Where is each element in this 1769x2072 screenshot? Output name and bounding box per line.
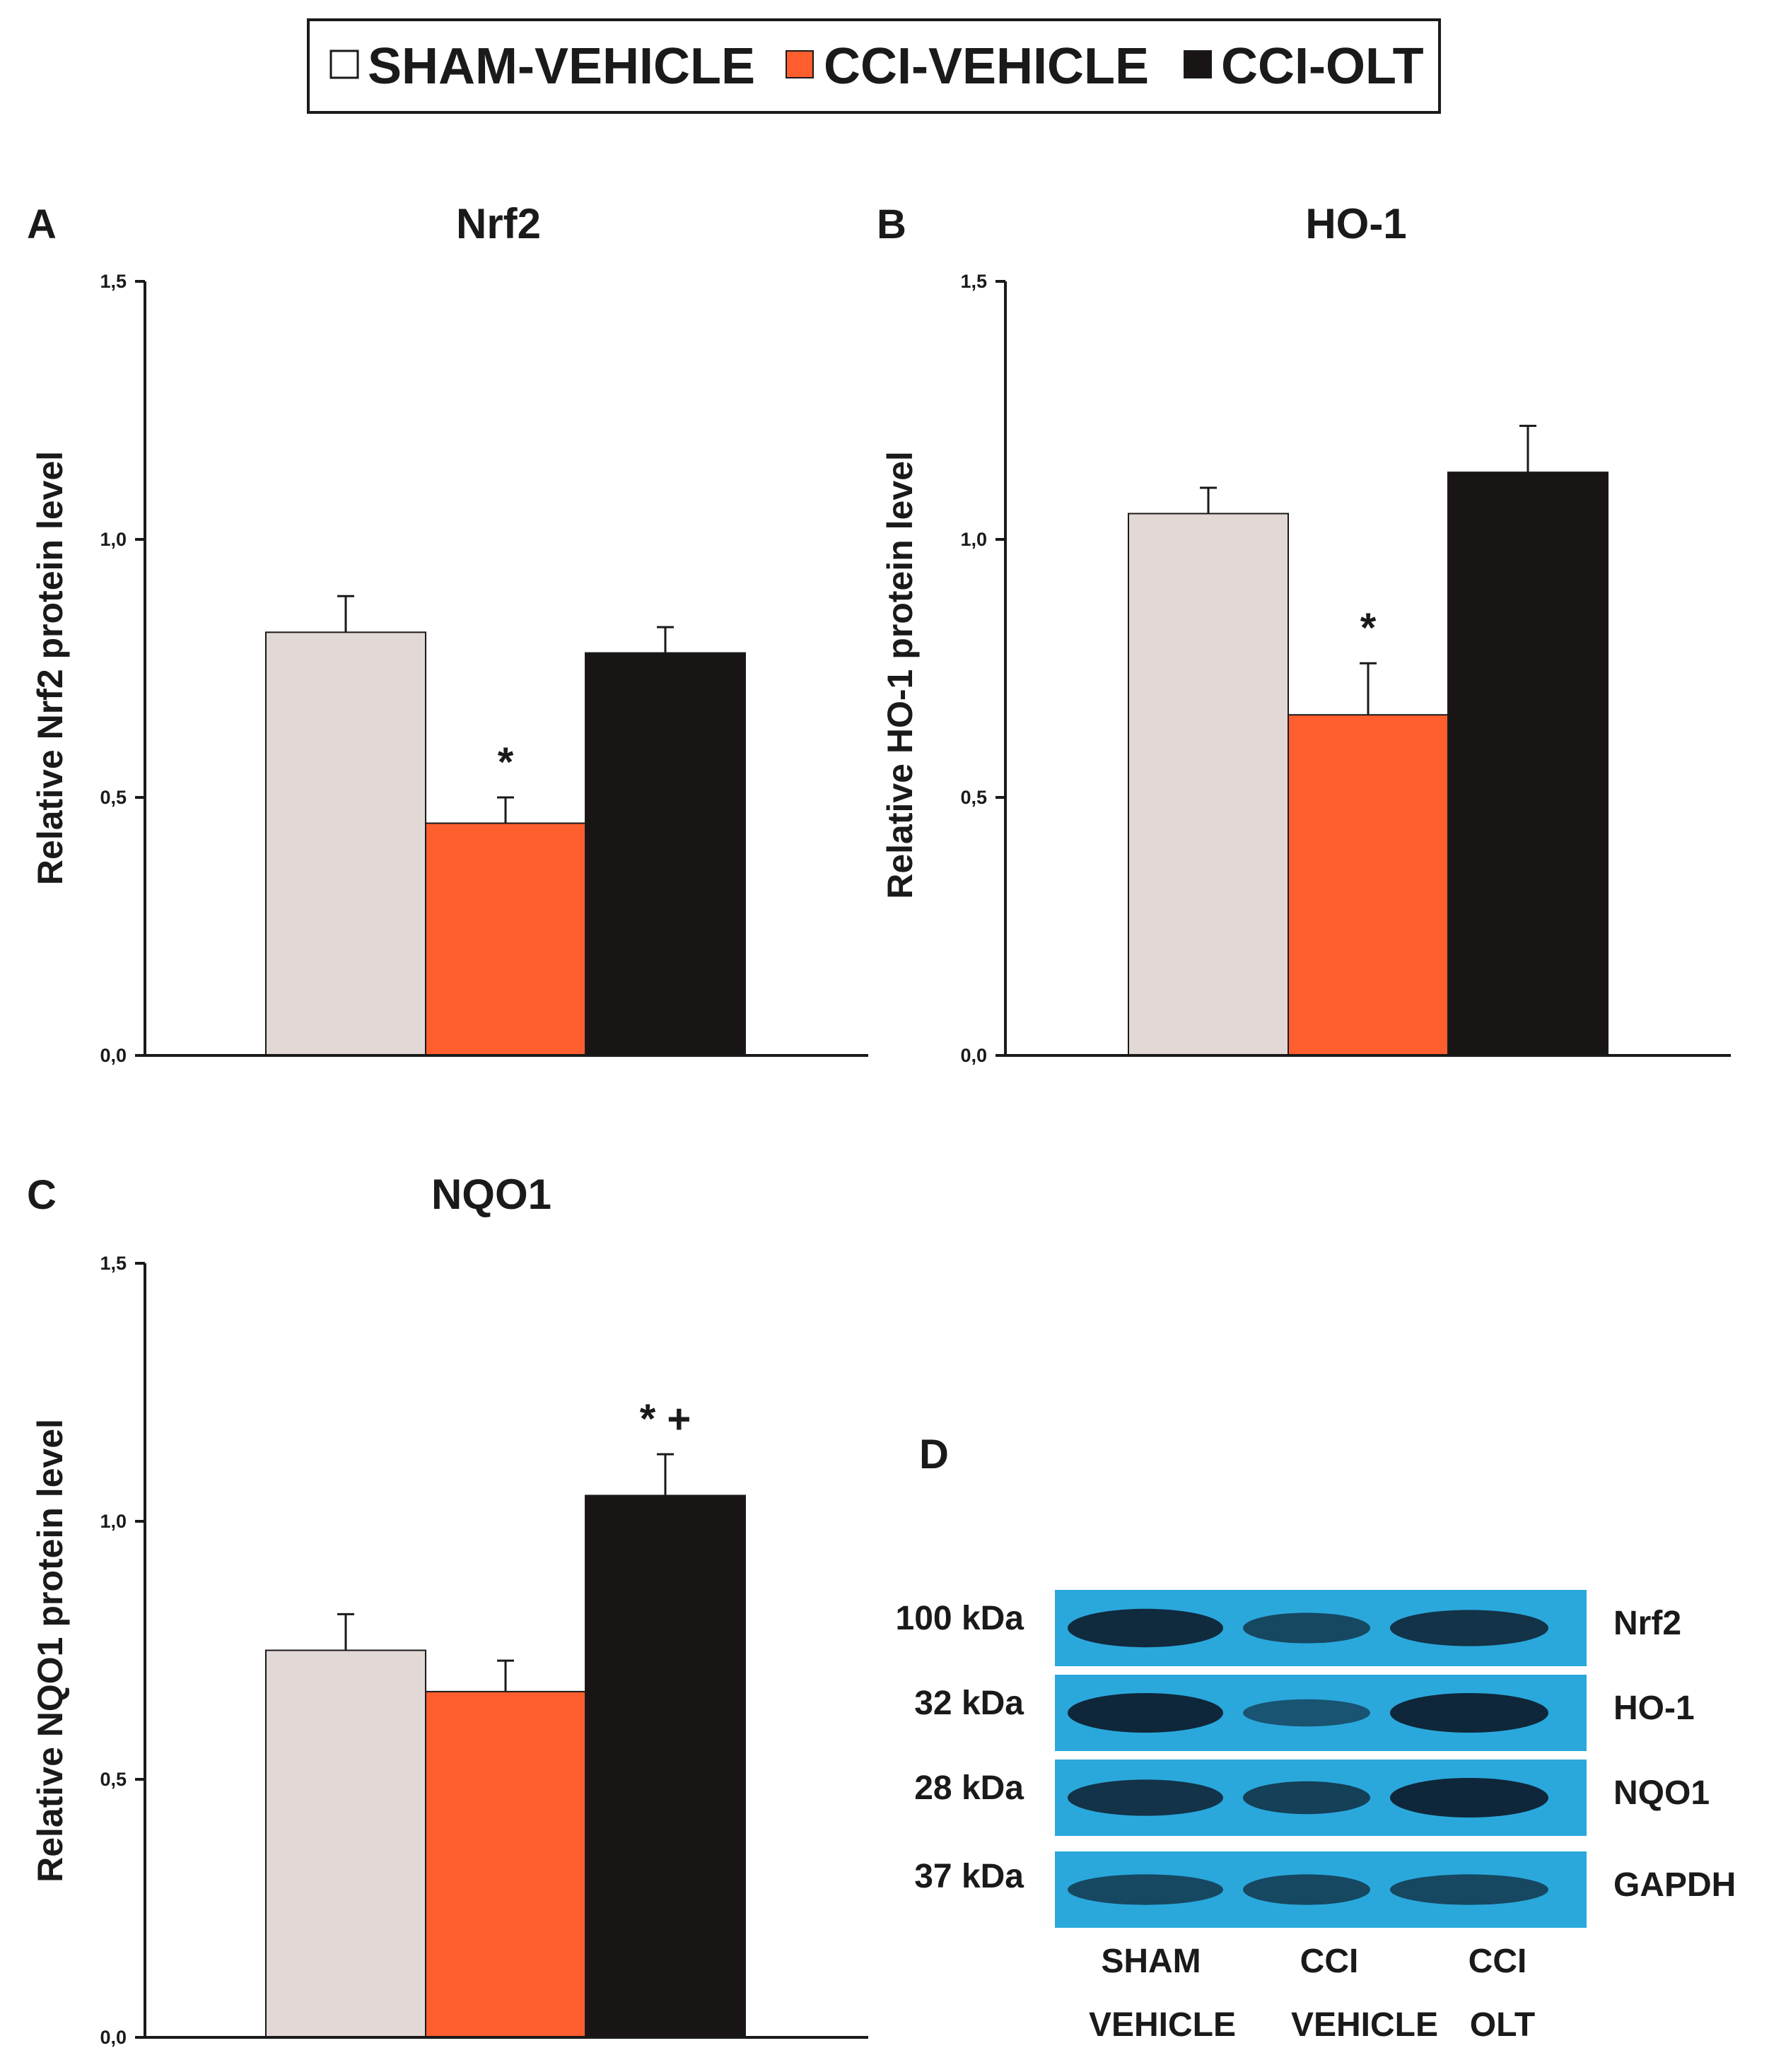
blot-band-nqo1-lane-2 — [1243, 1781, 1370, 1815]
bar-ho-1-cci-olt — [1447, 472, 1609, 1056]
blot-band-ho-1-lane-3 — [1390, 1693, 1548, 1733]
y-tick-label-ho-1-0: 0,0 — [960, 1045, 987, 1066]
blot-kda-label-nrf2: 100 kDa — [896, 1600, 1024, 1637]
blot-band-gapdh-lane-1 — [1068, 1874, 1223, 1905]
blot-protein-label-nqo1: NQO1 — [1613, 1774, 1710, 1812]
y-tick-label-nqo1-1: 0,5 — [100, 1769, 127, 1790]
significance-marker-nqo1-cci-olt: * + — [640, 1396, 691, 1442]
chart-title-nqo1: NQO1 — [431, 1171, 551, 1218]
blot-band-ho-1-lane-1 — [1068, 1693, 1223, 1733]
blot-protein-label-ho-1: HO-1 — [1613, 1690, 1695, 1727]
blot-band-nqo1-lane-3 — [1390, 1778, 1548, 1818]
blot-band-nrf2-lane-3 — [1390, 1610, 1548, 1646]
legend: SHAM-VEHICLE CCI-VEHICLE CCI-OLT — [307, 18, 1441, 114]
significance-marker-ho-1-cci-vehicle: * — [1360, 605, 1377, 651]
chart-panel-a: A Nrf2 Relative Nrf2 protein level * 0,0 0… — [27, 200, 868, 1066]
western-blot-panel: D 100 kDa Nrf2 32 kDa HO-1 28 kDa NQO1 37 kDa G… — [896, 1432, 1736, 2044]
panel-letter-d: D — [919, 1432, 949, 1477]
blot-band-nrf2-lane-1 — [1068, 1608, 1223, 1648]
blot-lane-label-3-line1: CCI — [1469, 1943, 1527, 1980]
significance-marker-nrf2-cci-vehicle: * — [498, 739, 514, 785]
y-tick-label-nrf2-0: 0,0 — [100, 1045, 127, 1066]
bar-nrf2-cci-olt — [585, 652, 746, 1056]
bar-nrf2-cci-vehicle — [425, 822, 586, 1056]
panel-letter-b: B — [877, 201, 906, 247]
blot-band-nrf2-lane-2 — [1243, 1612, 1370, 1644]
blot-lane-label-2-line1: CCI — [1300, 1943, 1359, 1980]
chart-panel-c: C NQO1 Relative NQO1 protein level * + 0,… — [27, 1171, 868, 2048]
blot-lane-label-1-line2: VEHICLE — [1089, 2006, 1236, 2044]
blot-kda-label-ho-1: 32 kDa — [914, 1685, 1024, 1722]
panel-letter-a: A — [27, 201, 57, 247]
y-tick-label-nrf2-3: 1,5 — [100, 271, 127, 292]
legend-label-cci-olt: CCI-OLT — [1221, 38, 1424, 95]
blot-protein-label-nrf2: Nrf2 — [1613, 1605, 1681, 1642]
chart-title-ho-1: HO-1 — [1305, 200, 1406, 247]
y-tick-label-nqo1-0: 0,0 — [100, 2027, 127, 2048]
y-tick-label-nqo1-3: 1,5 — [100, 1253, 127, 1274]
legend-swatch-sham-vehicle — [329, 49, 359, 79]
y-tick-label-ho-1-3: 1,5 — [960, 271, 987, 292]
blot-lane-label-2-line2: VEHICLE — [1291, 2006, 1438, 2044]
blot-kda-label-gapdh: 37 kDa — [914, 1858, 1024, 1895]
y-axis-label-nrf2: Relative Nrf2 protein level — [30, 451, 70, 885]
legend-label-cci-vehicle: CCI-VEHICLE — [824, 38, 1149, 95]
bar-ho-1-cci-vehicle — [1288, 714, 1449, 1056]
blot-band-gapdh-lane-2 — [1243, 1874, 1370, 1905]
bar-ho-1-sham-vehicle — [1128, 513, 1289, 1056]
legend-label-sham-vehicle: SHAM-VEHICLE — [368, 38, 755, 95]
legend-frame — [307, 18, 1441, 114]
blot-kda-label-nqo1: 28 kDa — [914, 1769, 1024, 1807]
y-tick-label-ho-1-2: 1,0 — [960, 529, 987, 550]
bar-nqo1-cci-olt — [585, 1494, 746, 2038]
blot-band-nqo1-lane-1 — [1068, 1779, 1223, 1816]
blot-band-gapdh-lane-3 — [1390, 1874, 1548, 1905]
chart-title-nrf2: Nrf2 — [456, 200, 541, 247]
bar-nqo1-sham-vehicle — [265, 1649, 426, 2038]
blot-protein-label-gapdh: GAPDH — [1613, 1866, 1736, 1904]
y-tick-label-nrf2-1: 0,5 — [100, 787, 127, 808]
bar-nrf2-sham-vehicle — [265, 631, 426, 1056]
blot-band-ho-1-lane-2 — [1243, 1699, 1370, 1727]
bar-nqo1-cci-vehicle — [425, 1690, 586, 2038]
y-axis-label-ho-1: Relative HO-1 protein level — [880, 451, 920, 899]
y-axis-label-nqo1: Relative NQO1 protein level — [30, 1419, 70, 1883]
legend-swatch-cci-vehicle — [786, 50, 814, 78]
y-tick-label-nrf2-2: 1,0 — [100, 529, 127, 550]
blot-lane-label-3-line2: OLT — [1470, 2006, 1535, 2044]
blot-lane-label-1-line1: SHAM — [1101, 1943, 1201, 1980]
y-tick-label-ho-1-1: 0,5 — [960, 787, 987, 808]
panel-letter-c: C — [27, 1172, 57, 1218]
y-tick-label-nqo1-2: 1,0 — [100, 1511, 127, 1532]
legend-swatch-cci-olt — [1184, 50, 1212, 78]
chart-panel-b: B HO-1 Relative HO-1 protein level * 0,0 0… — [877, 200, 1731, 1066]
